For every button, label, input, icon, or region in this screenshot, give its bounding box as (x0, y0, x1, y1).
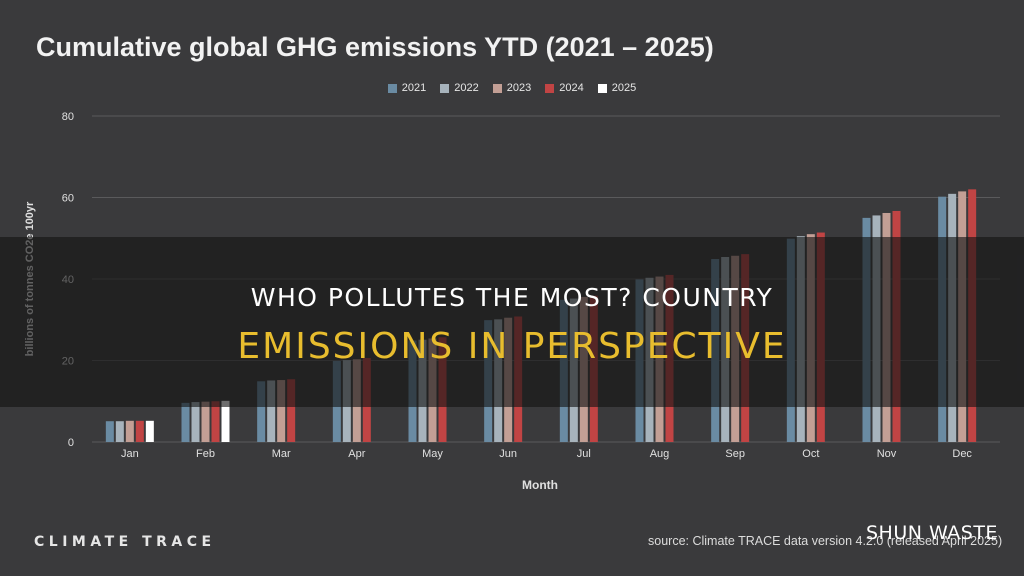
chart-title: Cumulative global GHG emissions YTD (202… (36, 32, 714, 62)
legend-swatch (440, 83, 450, 93)
legend-item-2022: 2022 (440, 82, 479, 94)
x-tick-label: Feb (196, 448, 215, 460)
banner-subtitle: EMISSIONS IN PERSPECTIVE (237, 326, 787, 367)
bar-2023-jan (125, 420, 134, 442)
bar-2022-feb (191, 402, 200, 442)
legend-label: 2021 (401, 82, 427, 94)
y-tick-label: 0 (68, 437, 74, 449)
brand-logo-text: CLIMATE TRACE (34, 534, 216, 550)
bar-2024-feb (211, 401, 220, 442)
x-tick-label: Jul (577, 448, 591, 460)
x-tick-label: Aug (650, 448, 670, 460)
x-tick-label: Mar (272, 448, 291, 460)
bar-2024-mar (287, 379, 296, 442)
y-tick-label: 60 (62, 193, 74, 205)
bar-2021-feb (181, 402, 190, 442)
legend-item-2023: 2023 (492, 82, 532, 94)
bar-2022-jan (115, 421, 124, 442)
x-tick-label: Oct (802, 448, 819, 460)
legend-label: 2023 (506, 82, 532, 94)
legend-item-2025: 2025 (597, 82, 637, 94)
x-tick-label: Dec (952, 448, 972, 460)
bar-2021-jan (105, 421, 114, 442)
x-tick-label: Nov (877, 448, 897, 460)
title-banner (0, 237, 1024, 407)
x-tick-label: Jun (499, 448, 517, 460)
legend-item-2021: 2021 (387, 82, 427, 94)
legend-swatch (545, 83, 555, 93)
source-note: source: Climate TRACE data version 4.2.0… (648, 534, 1003, 548)
legend-swatch (597, 83, 607, 93)
x-axis-label: Month (522, 478, 558, 492)
bar-2023-feb (201, 401, 210, 442)
legend-label: 2024 (559, 82, 584, 94)
x-tick-label: Apr (348, 448, 365, 460)
legend-swatch (492, 83, 502, 93)
legend-label: 2022 (454, 82, 479, 94)
bar-2024-jan (135, 420, 144, 442)
y-tick-label: 80 (62, 111, 74, 123)
legend-label: 2025 (611, 82, 637, 94)
bar-2022-mar (267, 380, 276, 442)
x-tick-label: May (422, 448, 443, 460)
watermark: SHUN WASTE (866, 522, 998, 544)
chart-legend: 2021 2022 2023 2024 2025 (0, 82, 1024, 94)
bar-2023-mar (277, 380, 286, 442)
bar-2025-feb (221, 400, 230, 442)
legend-swatch (387, 83, 397, 93)
x-tick-label: Sep (725, 448, 745, 460)
x-tick-label: Jan (121, 448, 139, 460)
banner-title: WHO POLLUTES THE MOST? COUNTRY (250, 283, 774, 312)
bar-2021-mar (257, 381, 266, 442)
bar-2025-jan (145, 420, 154, 442)
legend-item-2024: 2024 (545, 82, 584, 94)
